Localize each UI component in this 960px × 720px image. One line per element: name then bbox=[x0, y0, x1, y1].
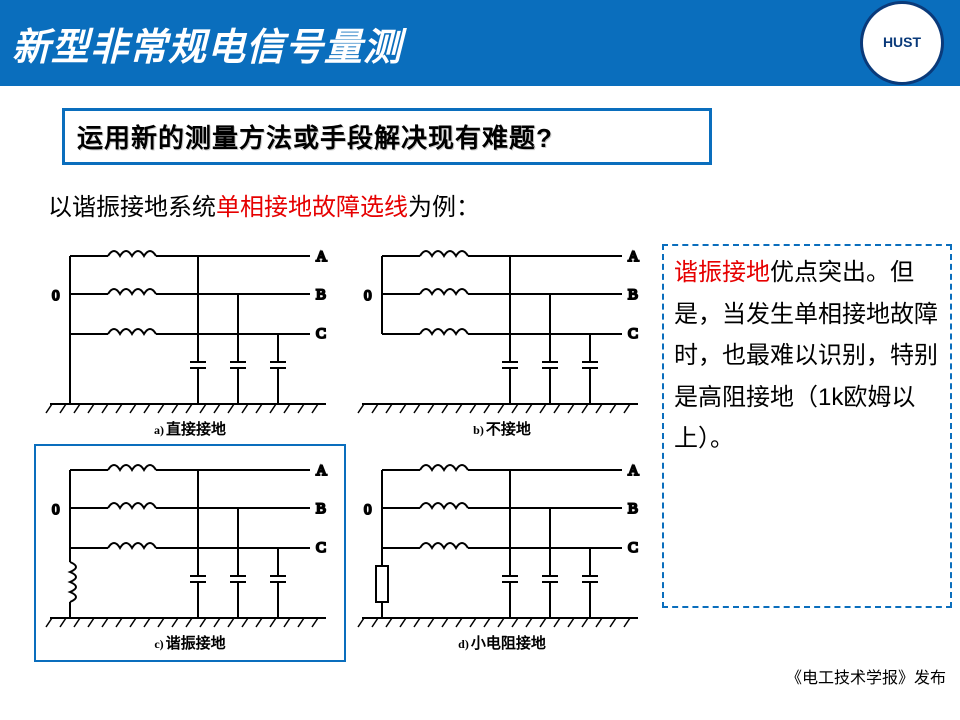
example-highlight: 单相接地故障选线 bbox=[216, 194, 408, 221]
svg-text:C: C bbox=[628, 540, 638, 556]
diagram-c: 0 A B C c)谐振接地 bbox=[36, 446, 344, 660]
svg-text:A: A bbox=[316, 249, 327, 265]
svg-text:B: B bbox=[628, 501, 638, 517]
diagram-grid: 0 A B C bbox=[36, 232, 656, 660]
example-line: 以谐振接地系统单相接地故障选线为例： bbox=[48, 187, 920, 222]
question-text: 运用新的测量方法或手段解决现有难题? bbox=[77, 123, 553, 153]
explanation-box: 谐振接地优点突出。但是，当发生单相接地故障时，也最难以识别，特别是高阻接地（1k… bbox=[662, 244, 952, 608]
caption-b: b)不接地 bbox=[350, 418, 654, 439]
svg-text:A: A bbox=[628, 463, 639, 479]
svg-text:C: C bbox=[628, 326, 638, 342]
svg-text:C: C bbox=[316, 326, 326, 342]
circuit-d-svg: 0 A B C bbox=[350, 448, 650, 634]
content-area: 0 A B C bbox=[36, 232, 952, 660]
circuit-b-svg: 0 A B C bbox=[350, 234, 650, 420]
diagram-d: 0 A B C d)小电阻接地 bbox=[348, 446, 656, 660]
svg-text:B: B bbox=[316, 501, 326, 517]
example-suffix: 为例： bbox=[408, 194, 480, 221]
caption-d: d)小电阻接地 bbox=[350, 632, 654, 653]
svg-text:A: A bbox=[316, 463, 327, 479]
circuit-a-svg: 0 A B C bbox=[38, 234, 338, 420]
diagram-b: 0 A B C b)不接地 bbox=[348, 232, 656, 446]
svg-text:0: 0 bbox=[364, 288, 372, 304]
svg-text:A: A bbox=[628, 249, 639, 265]
question-box: 运用新的测量方法或手段解决现有难题? bbox=[62, 108, 712, 165]
diagram-a: 0 A B C bbox=[36, 232, 344, 446]
circuit-c-svg: 0 A B C bbox=[38, 448, 338, 634]
caption-a: a)直接接地 bbox=[38, 418, 342, 439]
caption-c: c)谐振接地 bbox=[38, 632, 342, 653]
svg-text:B: B bbox=[628, 287, 638, 303]
svg-text:0: 0 bbox=[364, 502, 372, 518]
university-logo-icon: HUST bbox=[860, 1, 944, 85]
page-header: 新型非常规电信号量测 HUST bbox=[0, 0, 960, 86]
svg-text:B: B bbox=[316, 287, 326, 303]
svg-text:0: 0 bbox=[52, 502, 60, 518]
sidebox-body: 但是，当发生单相接地故障时，也最难以识别，特别是高阻接地（1k欧姆以上）。 bbox=[674, 259, 938, 452]
sidebox-line1: 优点突出。 bbox=[770, 259, 890, 286]
svg-text:0: 0 bbox=[52, 288, 60, 304]
sidebox-highlight: 谐振接地 bbox=[674, 259, 770, 286]
footer-credit: 《电工技术学报》发布 bbox=[0, 664, 960, 688]
svg-text:C: C bbox=[316, 540, 326, 556]
example-prefix: 以谐振接地系统 bbox=[48, 194, 216, 221]
page-title: 新型非常规电信号量测 bbox=[12, 16, 402, 71]
